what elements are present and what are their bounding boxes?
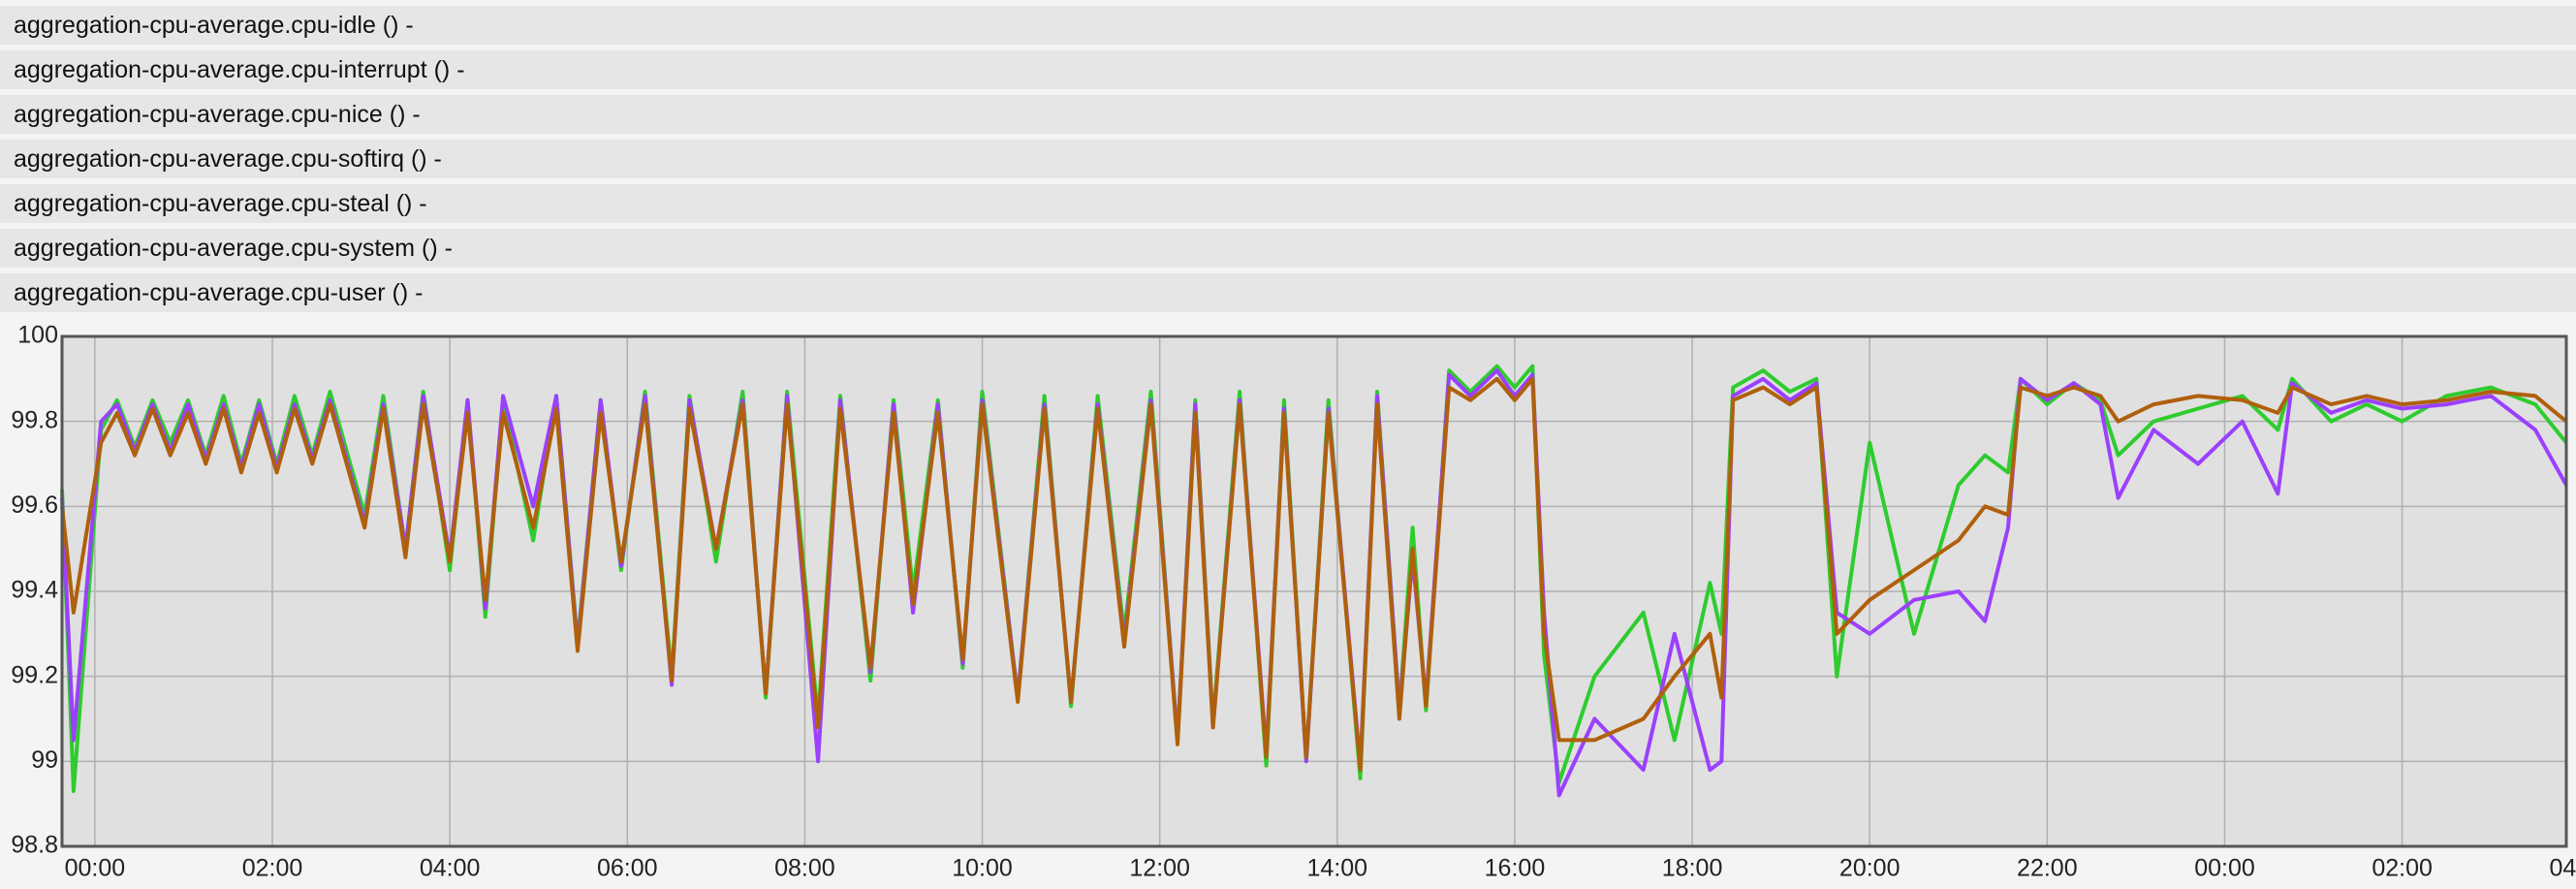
x-tick-label: 04:00 <box>420 855 481 882</box>
y-tick-label: 99.8 <box>11 406 58 433</box>
y-tick-label: 98.8 <box>11 832 58 859</box>
metric-row[interactable]: aggregation-cpu-average.cpu-softirq () - <box>0 140 2576 178</box>
x-tick-label: 10:00 <box>952 855 1013 882</box>
metric-list: aggregation-cpu-average.cpu-idle () - agg… <box>0 6 2576 318</box>
plot-border <box>60 334 2568 848</box>
x-tick-label: 02:00 <box>242 855 303 882</box>
metric-row[interactable]: aggregation-cpu-average.cpu-steal () - <box>0 184 2576 223</box>
y-tick-label: 100 <box>17 322 58 349</box>
series-line <box>60 376 2568 773</box>
y-tick-label: 99.4 <box>11 577 58 604</box>
metric-row[interactable]: aggregation-cpu-average.cpu-idle () - <box>0 6 2576 45</box>
x-tick-label: 12:00 <box>1129 855 1190 882</box>
x-tick-label: 06:00 <box>597 855 658 882</box>
x-tick-label: 18:00 <box>1662 855 1723 882</box>
x-tick-label: 20:00 <box>1839 855 1901 882</box>
x-tick-label: 16:00 <box>1485 855 1546 882</box>
x-tick-label: 22:00 <box>2017 855 2078 882</box>
x-tick-label: 14:00 <box>1307 855 1368 882</box>
x-tick-label: 04:00 <box>2549 855 2576 882</box>
metric-row[interactable]: aggregation-cpu-average.cpu-interrupt ()… <box>0 50 2576 89</box>
x-tick-label: 00:00 <box>2194 855 2255 882</box>
metric-row[interactable]: aggregation-cpu-average.cpu-nice () - <box>0 95 2576 134</box>
x-tick-label: 08:00 <box>774 855 835 882</box>
x-tick-label: 00:00 <box>65 855 126 882</box>
x-tick-label: 02:00 <box>2372 855 2433 882</box>
y-tick-label: 99.6 <box>11 492 58 519</box>
y-tick-label: 99.2 <box>11 661 58 688</box>
metric-row[interactable]: aggregation-cpu-average.cpu-system () - <box>0 229 2576 268</box>
y-tick-label: 99 <box>31 746 58 774</box>
metric-row[interactable]: aggregation-cpu-average.cpu-user () - <box>0 273 2576 312</box>
